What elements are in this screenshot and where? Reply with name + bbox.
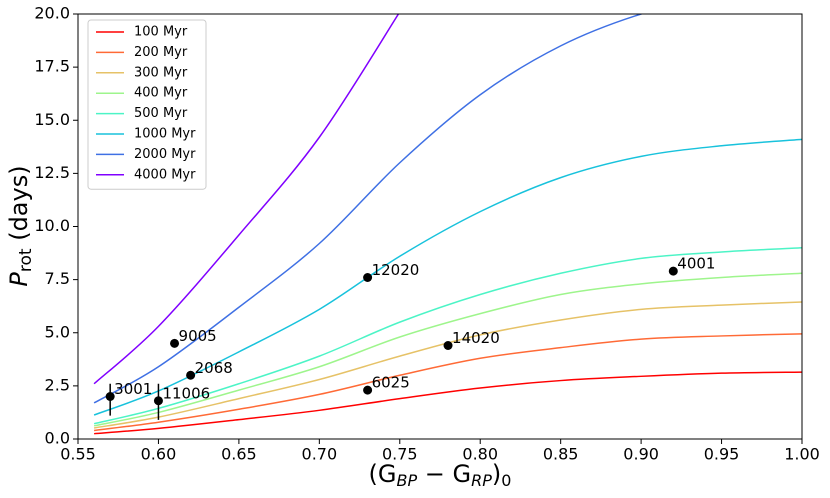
y-tick-label: 5.0: [45, 322, 70, 341]
y-label-part: (days): [5, 165, 33, 248]
point-label: 4001: [677, 255, 715, 273]
point: [170, 338, 180, 348]
point: [363, 385, 373, 395]
legend-label: 400 Myr: [134, 86, 188, 101]
y-tick-label: 15.0: [34, 110, 70, 129]
plot-frame: [77, 13, 803, 440]
x-label-part: 0: [501, 471, 511, 490]
curve: [93, 301, 802, 429]
legend-label: 200 Myr: [134, 45, 188, 60]
x-tick-label: 0.95: [704, 445, 740, 464]
curve: [93, 333, 802, 432]
x-label-part: (G: [369, 460, 397, 488]
x-label-part: BP: [397, 471, 418, 490]
y-label-part: rot: [16, 248, 36, 272]
point: [105, 392, 115, 401]
y-tick-label: 7.5: [45, 269, 70, 288]
legend-label: 500 Myr: [134, 106, 188, 121]
legend-label: 300 Myr: [134, 65, 188, 80]
point-label: 2068: [195, 359, 233, 377]
x-tick-label: 0.75: [382, 445, 418, 464]
y-tick-label: 0.0: [45, 429, 70, 448]
legend-box: [87, 19, 207, 190]
x-tick-label: 0.90: [623, 445, 659, 464]
x-tick-label: 0.85: [543, 445, 579, 464]
curve: [93, 247, 802, 425]
x-tick-label: 0.70: [302, 445, 338, 464]
x-tick-label: 0.60: [141, 445, 177, 464]
point-label: 3001: [114, 380, 152, 398]
point-label: 11006: [162, 384, 210, 402]
legend-label: 2000 Myr: [134, 147, 196, 162]
point-label: 14020: [452, 329, 500, 347]
legend-label: 100 Myr: [134, 25, 188, 40]
curve: [93, 138, 802, 416]
x-label-part: ): [492, 460, 501, 488]
y-label-part: P: [5, 272, 33, 287]
x-tick-label: 1.00: [784, 445, 820, 464]
x-tick-label: 0.80: [462, 445, 498, 464]
point: [153, 396, 163, 406]
legend-label: 1000 Myr: [134, 127, 196, 142]
y-tick-label: 20.0: [34, 4, 70, 23]
x-label-part: − G: [417, 460, 471, 488]
curve: [93, 272, 802, 427]
point: [668, 266, 678, 276]
y-tick-label: 10.0: [34, 216, 70, 235]
x-label-part: RP: [471, 471, 492, 490]
plot-area: [93, 14, 802, 435]
point-label: 6025: [372, 374, 410, 392]
curve: [93, 14, 644, 404]
y-axis-label: Prot (days): [5, 165, 36, 286]
curve: [94, 371, 802, 435]
point: [186, 370, 196, 380]
x-axis-label: (GBP − GRP)0: [369, 460, 512, 490]
legend-label: 4000 Myr: [134, 167, 196, 182]
point: [363, 273, 373, 282]
curve: [93, 14, 400, 385]
x-tick-label: 0.55: [60, 445, 96, 464]
point-label: 12020: [372, 261, 420, 279]
x-tick-label: 0.65: [221, 445, 257, 464]
point-label: 9005: [179, 327, 217, 345]
point: [443, 341, 453, 350]
y-tick-label: 17.5: [34, 57, 70, 76]
y-tick-label: 2.5: [45, 375, 70, 394]
y-tick-label: 12.5: [34, 163, 70, 182]
